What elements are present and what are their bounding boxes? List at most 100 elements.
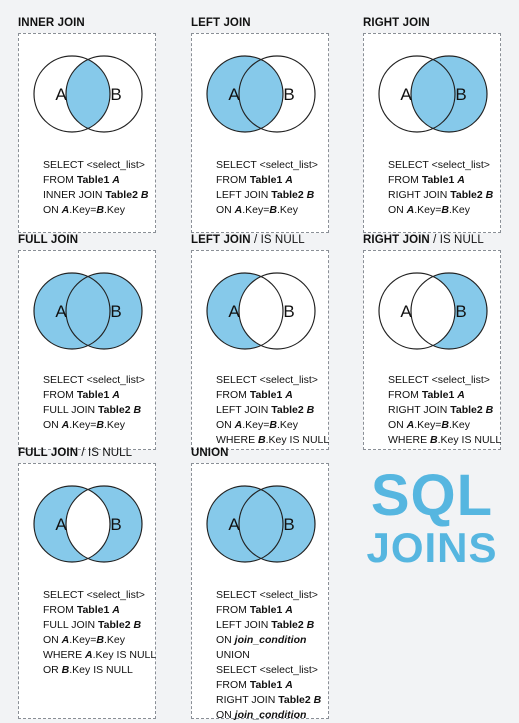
intersection-group [239,273,283,349]
code-token: .Key IS NULL [69,664,133,676]
code-token: .Key IS NULL [92,649,157,661]
code-token: A [234,204,243,216]
code-line: LEFT JOIN Table2 B [216,403,329,418]
set-a-label: A [400,85,412,104]
code-token: B [430,434,438,446]
code-line: LEFT JOIN Table2 B [216,618,321,633]
code-token: Table1 [249,389,283,401]
set-b-outline [238,272,316,350]
code-line: ON A.Key=B.Key [216,203,318,218]
set-a-label: A [228,515,240,534]
brand-line-2: JOINS [366,524,498,571]
set-b-label: B [455,302,466,321]
code-token: A [406,204,415,216]
panel-left-join-null: LEFT JOIN / IS NULL A B SELECT <select_list… [191,234,329,450]
code-line: SELECT <select_list> [216,158,318,173]
intersection-group [66,56,110,132]
panel-title-main: RIGHT JOIN [363,17,430,29]
code-line: WHERE B.Key IS NULL [388,433,501,448]
code-token: OR [43,664,62,676]
code-token: B [269,419,278,431]
code-line: WHERE A.Key IS NULL [43,648,156,663]
panel-full-join: FULL JOIN A B SELECT <select_list> FROM Tabl… [18,234,156,450]
code-token: A [457,174,465,186]
code-line: ON A.Key=B.Key [43,418,145,433]
code-token: Table2 [271,189,304,201]
code-token: FULL JOIN [43,404,99,416]
code-token: ON [43,634,62,646]
panel-title: INNER JOIN [18,17,85,29]
set-b-label: B [455,85,466,104]
code-token: join_condition [234,709,307,721]
intersection-region [66,273,110,349]
set-a-label: A [55,302,67,321]
set-a-label: A [55,85,67,104]
intersection-region [66,56,110,132]
sql-code: SELECT <select_list> FROM Table1 A LEFT JO… [216,373,329,448]
sql-code: SELECT <select_list> FROM Table1 A RIGHT J… [388,373,501,448]
set-a-outline [33,55,111,133]
code-line: FROM Table1 A [43,388,145,403]
set-a-outline [206,55,284,133]
code-line: FROM Table1 A [43,603,156,618]
code-token: .Key [449,204,471,216]
code-line: SELECT <select_list> [43,158,148,173]
code-line: SELECT <select_list> [216,663,321,678]
code-token: .Key= [414,204,442,216]
set-b-outline [238,485,316,563]
code-line: SELECT <select_list> [388,158,493,173]
code-line: WHERE B.Key IS NULL [216,433,329,448]
panel-title-suffix: / IS NULL [429,234,484,246]
intersection-region [239,56,283,132]
set-a-outline [206,272,284,350]
set-b-outline [238,55,316,133]
code-token: FROM [43,604,77,616]
code-line: ON join_condition [216,633,321,648]
panel-title: FULL JOIN / IS NULL [18,447,132,459]
code-token: B [258,434,266,446]
sql-code: SELECT <select_list> FROM Table1 A LEFT JO… [216,588,321,723]
code-token: .Key IS NULL [437,434,502,446]
set-b-outline [410,272,488,350]
join-card: A B SELECT <select_list> FROM Table1 A RIGHT… [363,33,501,233]
code-token: INNER JOIN [43,189,106,201]
code-token: SELECT <select_list> [43,589,145,601]
intersection-group [66,486,110,562]
panel-title-main: INNER JOIN [18,17,85,29]
set-b-outline [410,55,488,133]
intersection-group [66,273,110,349]
code-token: SELECT <select_list> [388,159,490,171]
panel-full-join-null: FULL JOIN / IS NULL A B SELECT <select_list… [18,447,156,719]
code-token: Table1 [249,604,283,616]
join-card: A B SELECT <select_list> FROM Table1 A FULL … [18,250,156,450]
code-token: ON [216,709,235,721]
panel-inner-join: INNER JOIN A B SELECT <select_list> FROM Tab… [18,17,156,233]
code-token: A [457,389,465,401]
code-line: ON A.Key=B.Key [388,418,501,433]
code-token: Table1 [76,174,110,186]
set-a-label: A [228,85,240,104]
code-token: .Key [449,419,471,431]
code-token: Table1 [421,174,455,186]
code-token: FROM [388,389,422,401]
code-token: ON [43,419,62,431]
code-token: .Key IS NULL [265,434,330,446]
code-line: INNER JOIN Table2 B [43,188,148,203]
code-token: SELECT <select_list> [216,589,318,601]
code-token: SELECT <select_list> [43,374,145,386]
join-card: A B SELECT <select_list> FROM Table1 A LEFT … [191,463,329,721]
code-token: ON [216,634,235,646]
code-token: A [234,419,243,431]
code-token: UNION [216,649,250,661]
code-line: FROM Table1 A [216,388,329,403]
code-token: B [140,189,149,201]
code-token: FROM [216,679,250,691]
code-token: LEFT JOIN [216,189,272,201]
code-line: ON A.Key=B.Key [43,203,148,218]
join-card: A B SELECT <select_list> FROM Table1 A INNER… [18,33,156,233]
